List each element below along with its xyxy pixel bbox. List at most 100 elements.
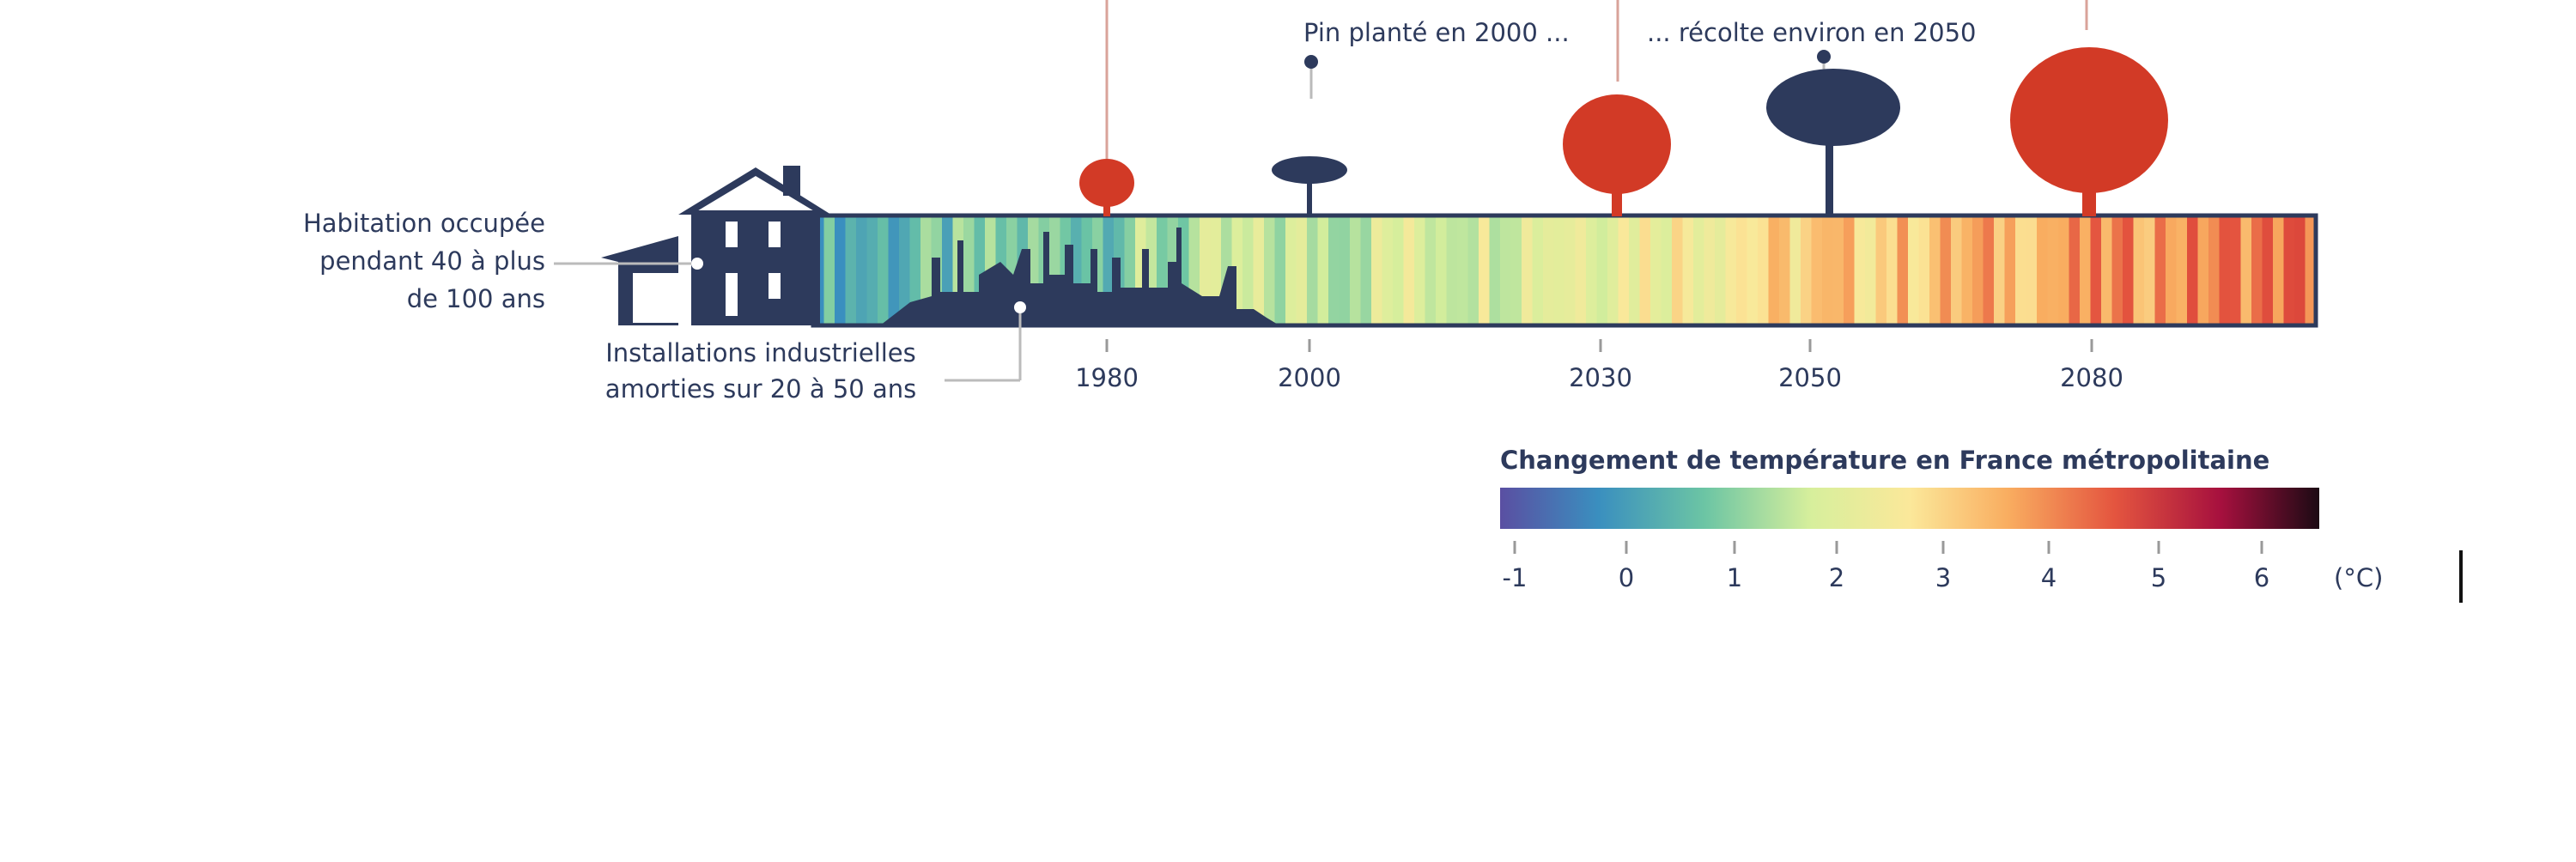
stripe xyxy=(1575,216,1587,325)
stripe xyxy=(823,216,835,325)
pine-planted-label: Pin planté en 2000 ... xyxy=(1303,18,1570,47)
stripe xyxy=(1725,216,1737,325)
stripe xyxy=(1886,216,1899,325)
stripe xyxy=(1414,216,1426,325)
stripe xyxy=(2262,216,2274,325)
stripe xyxy=(1425,216,1437,325)
stripe xyxy=(2208,216,2221,325)
marker-dot xyxy=(1014,301,1026,313)
legend-title: Changement de température en France métr… xyxy=(1500,446,2269,475)
stripe xyxy=(1768,216,1780,325)
stripe xyxy=(1522,216,1534,325)
pine-harvest-label: ... récolte environ en 2050 xyxy=(1647,18,1977,47)
stripe xyxy=(2101,216,2113,325)
legend-tick-label: 2 xyxy=(1829,563,1844,592)
stripe xyxy=(2037,216,2049,325)
stripe xyxy=(1564,216,1577,325)
legend-unit: (°C) xyxy=(2334,563,2383,592)
tree-2030 xyxy=(1563,94,1671,216)
stripe xyxy=(1467,216,1479,325)
industry-silhouette xyxy=(880,228,1279,325)
stripe xyxy=(1682,216,1694,325)
tree-1980 xyxy=(1079,159,1134,216)
stripe xyxy=(1908,216,1920,325)
stripe xyxy=(1253,216,1265,325)
stripe xyxy=(1704,216,1716,325)
stripe xyxy=(1328,216,1340,325)
housing-label: pendant 40 à plus xyxy=(319,246,545,276)
stripe xyxy=(1446,216,1458,325)
stripe xyxy=(1296,216,1308,325)
stripe xyxy=(1639,216,1651,325)
stripe xyxy=(1532,216,1544,325)
stripe xyxy=(2294,216,2306,325)
stripe xyxy=(2251,216,2263,325)
stripe xyxy=(1875,216,1887,325)
stripe xyxy=(1994,216,2006,325)
warming-stripes xyxy=(813,216,2317,325)
stripe xyxy=(2154,216,2166,325)
stripe xyxy=(1360,216,1372,325)
stripe xyxy=(1371,216,1383,325)
stripe xyxy=(1844,216,1856,325)
stripe xyxy=(2111,216,2123,325)
stripe xyxy=(1553,216,1565,325)
stripe xyxy=(1586,216,1598,325)
stripe xyxy=(1918,216,1930,325)
stripe xyxy=(2240,216,2252,325)
stripe xyxy=(1242,216,1255,325)
stripe xyxy=(845,216,857,325)
stripe xyxy=(1811,216,1823,325)
stripe xyxy=(1961,216,1973,325)
stripe xyxy=(1747,216,1759,325)
pine-2000 xyxy=(1272,156,1347,216)
stripe xyxy=(2026,216,2038,325)
stripe xyxy=(1693,216,1705,325)
stripe xyxy=(1822,216,1834,325)
legend-tick-label: 3 xyxy=(1935,563,1951,592)
stripe xyxy=(2283,216,2295,325)
legend-tick-label: 0 xyxy=(1619,563,1634,592)
stripe xyxy=(1779,216,1791,325)
legend-tick-label: 1 xyxy=(1727,563,1742,592)
stripe xyxy=(1865,216,1877,325)
stripe xyxy=(1382,216,1394,325)
stripe xyxy=(1736,216,1748,325)
stripe xyxy=(1951,216,1963,325)
stripe xyxy=(878,216,890,325)
marker-dot xyxy=(1304,55,1318,69)
stripe xyxy=(1350,216,1362,325)
marker-dot xyxy=(691,258,703,270)
stripe xyxy=(1339,216,1351,325)
year-label: 1980 xyxy=(1075,363,1139,392)
industry-label: Installations industrielles xyxy=(605,338,916,367)
stripe xyxy=(866,216,878,325)
stripe xyxy=(2090,216,2102,325)
stripe xyxy=(835,216,847,325)
stripe xyxy=(1672,216,1684,325)
legend-tick-label: 5 xyxy=(2151,563,2166,592)
stripe xyxy=(1317,216,1329,325)
stripe xyxy=(1436,216,1448,325)
industry-label: amorties sur 20 à 50 ans xyxy=(605,374,916,404)
legend-tick-label: 6 xyxy=(2254,563,2269,592)
stripe xyxy=(1457,216,1469,325)
stripe xyxy=(2123,216,2135,325)
stripe xyxy=(1307,216,1319,325)
stripe xyxy=(1510,216,1522,325)
stripe xyxy=(1758,216,1770,325)
stripe xyxy=(1801,216,1813,325)
legend-tick-label: 4 xyxy=(2041,563,2057,592)
legend-ticks: -1 0 1 2 3 4 5 6 xyxy=(1503,541,2269,592)
stripe xyxy=(1596,216,1608,325)
stripe xyxy=(2176,216,2188,325)
pine-2050 xyxy=(1766,69,1900,216)
stripe xyxy=(2166,216,2178,325)
stripe xyxy=(1264,216,1276,325)
stripe xyxy=(1789,216,1801,325)
stripe xyxy=(1479,216,1491,325)
stripe xyxy=(1607,216,1619,325)
stripe xyxy=(1393,216,1405,325)
